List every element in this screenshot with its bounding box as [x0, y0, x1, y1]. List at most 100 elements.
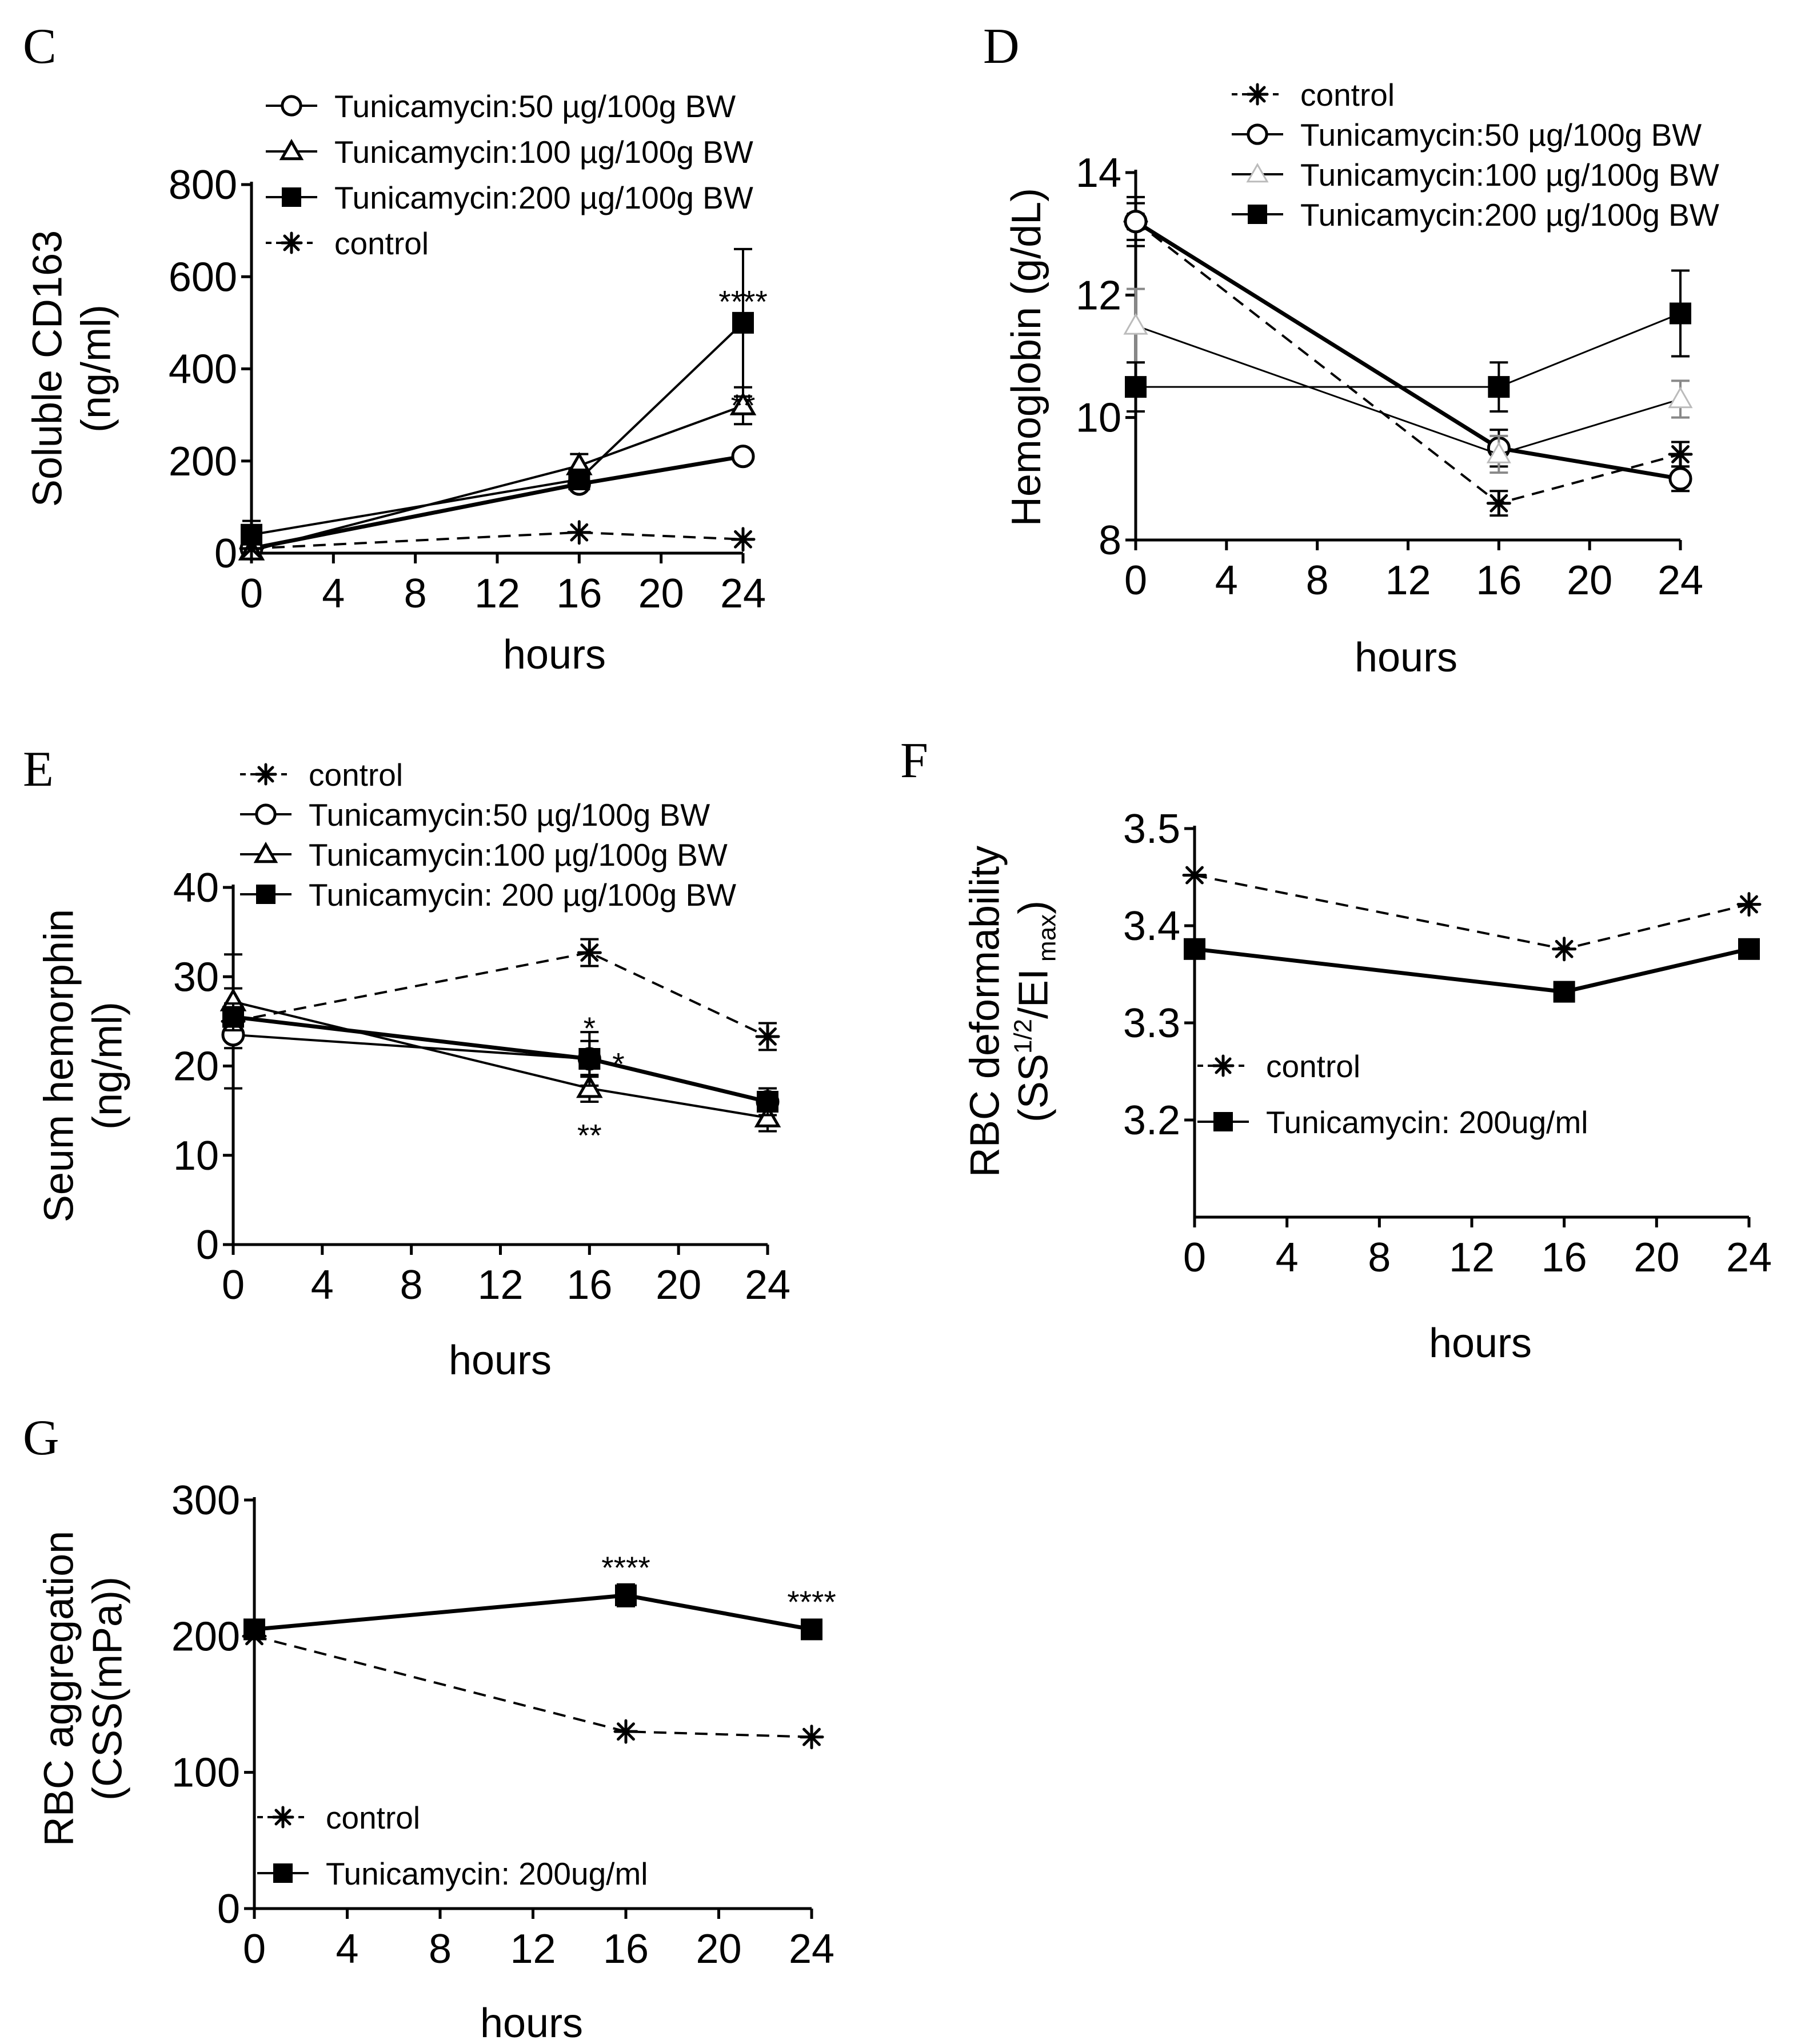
legend-marker [1246, 83, 1269, 106]
series-line [1194, 874, 1750, 950]
x-tick-label: 24 [745, 1262, 790, 1308]
series-2 [238, 386, 757, 561]
data-point [1668, 467, 1692, 491]
legend-entry: control [266, 226, 429, 261]
legend-entry: Tunicamycin:200 µg/100g BW [266, 180, 753, 215]
legend-entry: Tunicamycin:50 µg/100g BW [266, 89, 736, 124]
data-point [1123, 313, 1148, 335]
y-title-part: (SS [1011, 1054, 1057, 1122]
panel-e: E 0 4 8 12 16 20 24 0 10 20 30 40 hours Seum hemorphin… [23, 742, 790, 1383]
legend-entry: Tunicamycin:50 µg/100g BW [1232, 117, 1702, 153]
series-line [254, 1593, 812, 1631]
y-tick-label: 14 [1076, 150, 1121, 196]
y-tick-label: 0 [214, 531, 237, 577]
data-point [799, 1725, 824, 1750]
panel-f: F 0 4 8 12 16 20 24 3.2 3.3 3.4 3.5 hours RBC deforma… [900, 733, 1772, 1366]
legend-entry: control [1197, 1049, 1360, 1084]
series-line [251, 322, 744, 536]
data-point [755, 1024, 780, 1049]
data-point [613, 1719, 638, 1744]
series-2 [243, 1583, 822, 1641]
data-point [730, 527, 756, 552]
data-point [1184, 938, 1205, 960]
x-tick-label: 16 [566, 1262, 612, 1308]
legend-label: Tunicamycin:200 µg/100g BW [1300, 197, 1719, 233]
y-tick-label: 0 [217, 1886, 240, 1932]
data-point [1124, 210, 1148, 234]
x-tick-label: 12 [477, 1262, 523, 1308]
y-tick-label: 200 [169, 439, 237, 485]
y-axis-title-line: Soluble CD163 [25, 230, 71, 507]
series-3 [1123, 287, 1693, 474]
legend-label: Tunicamycin: 200ug/ml [326, 1856, 648, 1891]
x-tick-label: 12 [1385, 558, 1431, 603]
x-tick-label: 0 [243, 1926, 266, 1972]
star-stroke [570, 523, 589, 542]
significance-label: ** [731, 387, 756, 423]
y-axis-title-line: (ng/ml) [74, 305, 119, 433]
data-point [1125, 376, 1147, 398]
series-3 [241, 247, 754, 550]
legend-label: control [1266, 1049, 1360, 1084]
legend-label: Tunicamycin:50 µg/100g BW [334, 89, 736, 124]
legend-label: control [326, 1800, 420, 1835]
series-line [233, 951, 768, 1038]
y-tick-label: 300 [171, 1478, 240, 1523]
x-tick-label: 4 [1276, 1235, 1299, 1281]
data-point [731, 445, 755, 469]
star-stroke [1249, 86, 1266, 103]
data-point [1486, 491, 1511, 516]
y-tick-label: 400 [169, 347, 237, 393]
y-axis-title: Seum hemorphin (ng/ml) [37, 909, 131, 1222]
legend-label: Tunicamycin:50 µg/100g BW [309, 797, 710, 833]
series-4 [222, 1002, 778, 1117]
x-tick-label: 16 [1542, 1235, 1587, 1281]
star-stroke [617, 1722, 635, 1741]
data-point [576, 1074, 603, 1098]
significance-label: **** [718, 284, 768, 319]
y-tick-label: 100 [171, 1750, 240, 1796]
star-stroke [1185, 866, 1204, 885]
panel-letter: G [23, 1410, 59, 1466]
y-axis-title: RBC aggregation (CSS(mPa)) [37, 1531, 131, 1846]
series-line [1194, 947, 1750, 994]
legend-label: Tunicamycin: 200ug/ml [1266, 1105, 1588, 1140]
data-point [1736, 892, 1762, 917]
star-stroke [580, 943, 599, 962]
x-tick-label: 24 [789, 1926, 834, 1972]
x-tick-label: 24 [720, 571, 766, 617]
x-tick-label: 4 [1215, 558, 1238, 603]
legend-marker [253, 841, 278, 863]
series-line [251, 531, 744, 550]
legend-marker [1213, 1112, 1233, 1131]
star-stroke [274, 1809, 291, 1826]
legend-marker [281, 95, 302, 117]
star-stroke [283, 234, 300, 251]
star-stroke [1555, 939, 1574, 958]
data-point [566, 520, 592, 545]
x-tick-label: 24 [1658, 558, 1703, 603]
data-point [578, 1048, 601, 1070]
significance-label: **** [787, 1584, 836, 1619]
y-tick-label: 3.3 [1123, 1001, 1180, 1046]
legend-entry: control [257, 1800, 420, 1835]
data-point [1488, 376, 1510, 398]
data-point [615, 1584, 637, 1606]
panel-g: G 0 4 8 12 16 20 24 0 100 200 300 hours RBC aggregati… [23, 1410, 836, 2044]
y-tick-label: 10 [173, 1133, 219, 1179]
legend-entry: Tunicamycin:100 µg/100g BW [266, 134, 753, 170]
legend-marker [1248, 205, 1267, 224]
legend-label: Tunicamycin:100 µg/100g BW [1300, 157, 1719, 193]
series-4 [1125, 269, 1691, 413]
data-point [1182, 863, 1207, 888]
legend-label: Tunicamycin: 200 µg/100g BW [309, 877, 736, 913]
x-tick-label: 8 [429, 1926, 452, 1972]
series-line [233, 1001, 768, 1119]
y-tick-label: 30 [173, 954, 219, 1000]
y-axis-title-line: (SS1/2/EI max) [1009, 901, 1061, 1122]
legend-label: Tunicamycin:100 µg/100g BW [334, 134, 753, 170]
data-point [239, 536, 264, 561]
x-axis-title: hours [1429, 1321, 1532, 1366]
data-point [568, 469, 590, 490]
x-tick-label: 0 [1124, 558, 1147, 603]
